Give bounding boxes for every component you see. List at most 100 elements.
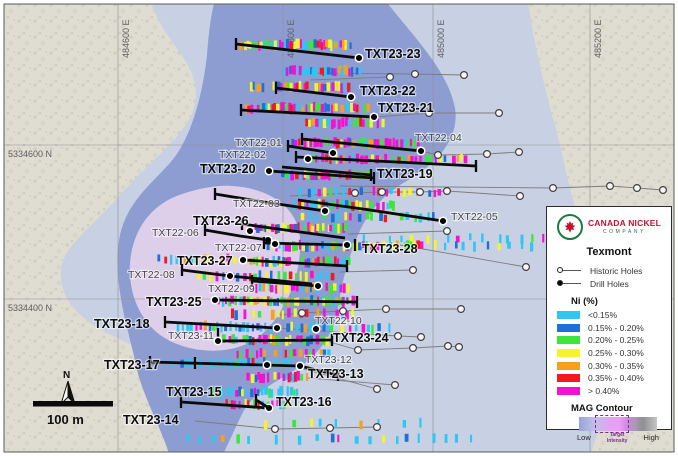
hole-label-TXT23-21: TXT23-21: [378, 101, 434, 115]
legend-box: CANADA NICKEL COMPANY Texmont Historic H…: [546, 206, 672, 444]
drill-hole-TXT22-09: TXT22-09: [207, 275, 323, 296]
ni-class-row: 0.30% - 0.35%: [557, 359, 671, 372]
drill-hole-TXT23-27: TXT23-27: [176, 253, 349, 272]
drill-collar-icon: [354, 53, 364, 63]
drill-hole-TXT23-22: TXT23-22: [274, 82, 417, 102]
drill-hole-TXT23-20: TXT23-20: [199, 161, 376, 184]
drill-hole-TXT23-17: TXT23-17: [103, 356, 301, 373]
canada-nickel-logo-icon: [556, 214, 583, 240]
hole-label-TXT23-13: TXT23-13: [308, 367, 364, 381]
ni-swatch: [557, 361, 580, 370]
historic-collar-icon: [411, 69, 420, 78]
grid-label-easting: 484800 E: [286, 19, 296, 58]
drill-hole-TXT22-01: TXT22-01: [234, 136, 338, 158]
map-border: [3, 3, 675, 453]
drill-holes: TXT23-23 TXT23-22 TXT23-21 TXT22-04 TXT22-01…: [93, 38, 499, 428]
mag-target-box: [595, 415, 630, 434]
grid-label-northing: 5334600 N: [8, 149, 52, 159]
drill-collar-icon: [295, 361, 305, 371]
hole-label-TXT22-01: TXT22-01: [235, 137, 282, 149]
hole-label-TXT23-23: TXT23-23: [365, 47, 421, 61]
historic-collar-icon: [373, 385, 382, 394]
historic-collar-icon: [409, 266, 418, 275]
drill-collar-icon: [346, 92, 356, 102]
ni-legend-title: Ni (%): [571, 296, 598, 307]
hole-label-TXT23-19: TXT23-19: [377, 167, 433, 181]
hole-label-TXT23-16: TXT23-16: [276, 395, 332, 409]
drill-hole-TXT23-12: TXT23-12: [304, 353, 353, 367]
hole-label-TXT23-26: TXT23-26: [193, 214, 249, 228]
drill-collar-icon: [245, 226, 255, 236]
drill-collar-icon: [320, 206, 330, 216]
historic-collar-icon: [443, 227, 452, 236]
open-hole-icon: [557, 266, 583, 276]
drill-collar-icon: [311, 324, 321, 334]
legend-title: Texmont: [586, 246, 632, 258]
ni-swatch: [557, 374, 580, 383]
hole-label-TXT23-20: TXT23-20: [200, 162, 256, 176]
drill-collar-icon: [438, 216, 448, 226]
hole-label-TXT23-15: TXT23-15: [166, 385, 222, 399]
historic-collar-icon: [483, 150, 492, 159]
historic-collar-icon: [443, 187, 452, 196]
drill-hole-TXT22-08: TXT22-08: [127, 264, 313, 286]
hole-label-TXT23-18: TXT23-18: [94, 317, 150, 331]
grid-label-easting: 484600 E: [121, 19, 131, 58]
filled-hole-icon: [557, 279, 583, 289]
historic-collar-icon: [444, 342, 453, 351]
mag-high-label: High: [643, 433, 659, 443]
maple-leaf-icon: [564, 221, 576, 233]
hole-label-TXT23-22: TXT23-22: [360, 84, 416, 98]
drill-hole-TXT22-06: TXT22-06: [151, 224, 273, 245]
historic-collar-icon: [434, 151, 443, 160]
drill-hole-TXT22-02: TXT22-02: [218, 148, 478, 172]
ni-class-row: > 0.40%: [557, 385, 671, 398]
ni-class-label: 0.20% - 0.25%: [588, 335, 644, 346]
ni-class-label: 0.30% - 0.35%: [588, 360, 644, 371]
historic-collar-icon: [298, 309, 307, 318]
legend-symbol-label: Drill Holes: [590, 278, 629, 289]
ni-class-row: 0.25% - 0.30%: [557, 347, 671, 360]
hole-label-TXT22-02: TXT22-02: [219, 149, 266, 161]
drill-hole-TXT23-15: TXT23-15: [165, 384, 274, 413]
hole-label-TXT23-24: TXT23-24: [333, 331, 389, 345]
historic-collar-icon: [548, 184, 557, 193]
drill-collar-icon: [264, 166, 274, 176]
historic-collar-icon: [394, 332, 403, 341]
ni-swatch: [557, 336, 580, 345]
hole-label-TXT22-10: TXT22-10: [315, 315, 362, 327]
ni-class-label: 0.15% - 0.20%: [588, 322, 644, 333]
ni-swatch: [557, 386, 580, 395]
historic-collar-icon: [457, 305, 466, 314]
ni-class-list: <0.15% 0.15% - 0.20% 0.20% - 0.25% 0.25% - …: [547, 309, 671, 397]
hole-label-TXT22-03: TXT22-03: [233, 198, 280, 210]
north-arrow: N: [60, 370, 76, 405]
drill-hole-TXT23-16: TXT23-16: [254, 394, 333, 410]
historic-collar-icon: [417, 333, 426, 342]
brand-name: CANADA NICKEL: [587, 218, 662, 229]
historic-collar-icon: [326, 424, 335, 433]
drill-hole-TXT23-28: TXT23-28: [342, 239, 419, 257]
drill-hole-TXT22-10: TXT22-10: [311, 314, 363, 334]
legend-symbol-label: Historic Holes: [590, 265, 643, 276]
historic-collar-icon: [378, 188, 387, 197]
hole-label-TXT22-06: TXT22-06: [152, 227, 199, 239]
ni-class-label: 0.25% - 0.30%: [588, 348, 644, 359]
drill-collar-icon: [210, 295, 220, 305]
drill-collar-icon: [262, 360, 272, 370]
historic-collar-icon: [339, 307, 348, 316]
historic-collar-icon: [521, 263, 530, 272]
north-label: N: [63, 370, 70, 381]
hole-symbol-legend: Historic Holes Drill Holes: [557, 264, 671, 290]
historic-collar-icon: [354, 346, 363, 355]
historic-collar-icon: [605, 182, 614, 191]
hole-label-TXT23-27: TXT23-27: [177, 254, 233, 268]
historic-collar-icon: [391, 381, 400, 390]
historic-collar-icon: [409, 344, 418, 353]
scale-bar: 100 m: [33, 401, 113, 427]
drill-collar-icon: [225, 271, 235, 281]
brand-header: CANADA NICKEL COMPANY: [547, 214, 671, 240]
mag-gradient: [579, 417, 657, 432]
